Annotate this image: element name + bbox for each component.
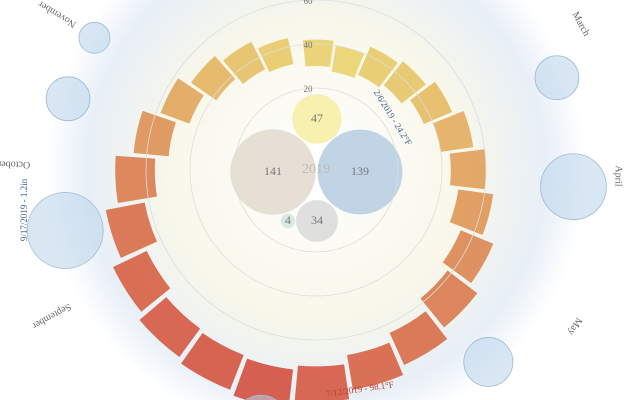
chart-title: 2019 bbox=[302, 162, 330, 177]
temperature-bar bbox=[331, 45, 365, 79]
temperature-bar bbox=[115, 155, 157, 204]
month-label: October bbox=[0, 158, 30, 170]
temperature-bar bbox=[139, 297, 201, 358]
y-tick-label: 20 bbox=[304, 84, 314, 94]
day-count-bubble bbox=[317, 129, 403, 215]
day-count-label: 34 bbox=[311, 213, 323, 227]
day-count-label: 141 bbox=[264, 164, 282, 178]
month-label: May bbox=[565, 316, 584, 337]
month-label: March bbox=[570, 10, 592, 38]
grid-circle bbox=[189, 43, 443, 297]
precipitation-bubble bbox=[534, 55, 580, 101]
grid-circle bbox=[233, 87, 399, 253]
y-tick-label: 40 bbox=[304, 40, 314, 50]
day-count-bubble bbox=[230, 129, 316, 215]
annotation: 9/17/2019 - 1.2in bbox=[19, 178, 29, 241]
temperature-bar bbox=[257, 38, 294, 73]
temperature-bar bbox=[347, 342, 404, 390]
day-count-label: 47 bbox=[311, 111, 323, 125]
precipitation-bubble bbox=[26, 192, 104, 269]
temperature-bar bbox=[191, 55, 236, 101]
temperature-bar bbox=[105, 202, 157, 258]
temperature-bar bbox=[181, 332, 244, 390]
temperature-bar bbox=[223, 41, 266, 84]
temperature-bar bbox=[449, 149, 487, 190]
temperature-bar bbox=[432, 110, 474, 152]
day-count-label: 139 bbox=[351, 164, 369, 178]
temperature-bar bbox=[233, 358, 294, 400]
temperature-bar bbox=[113, 250, 171, 312]
precipitation-bubble bbox=[463, 337, 514, 387]
temperature-bar bbox=[442, 230, 494, 284]
temperature-bar bbox=[160, 78, 204, 124]
temperature-bar bbox=[449, 189, 494, 235]
temperature-bar bbox=[302, 39, 334, 67]
day-count-bubble bbox=[280, 213, 296, 229]
precipitation-bubble bbox=[540, 153, 607, 220]
temperature-bar bbox=[389, 311, 448, 366]
month-label: November bbox=[36, 0, 78, 30]
precipitation-bubble bbox=[45, 76, 91, 122]
precipitation-bubble bbox=[244, 394, 277, 400]
y-tick-label: 60 bbox=[304, 0, 314, 6]
temperature-bar bbox=[358, 46, 398, 88]
day-count-bubble bbox=[296, 200, 338, 242]
temperature-bar bbox=[294, 364, 350, 400]
day-count-bubble bbox=[292, 94, 342, 144]
month-label: April bbox=[612, 165, 623, 187]
grid-circle bbox=[145, 0, 487, 341]
temperature-bar bbox=[420, 270, 478, 328]
temperature-bar bbox=[383, 61, 426, 104]
temperature-bar bbox=[410, 81, 453, 125]
precipitation-bubble bbox=[78, 21, 111, 54]
temperature-bar bbox=[133, 110, 176, 157]
month-label: September bbox=[30, 301, 73, 332]
day-count-label: 4 bbox=[285, 213, 291, 227]
